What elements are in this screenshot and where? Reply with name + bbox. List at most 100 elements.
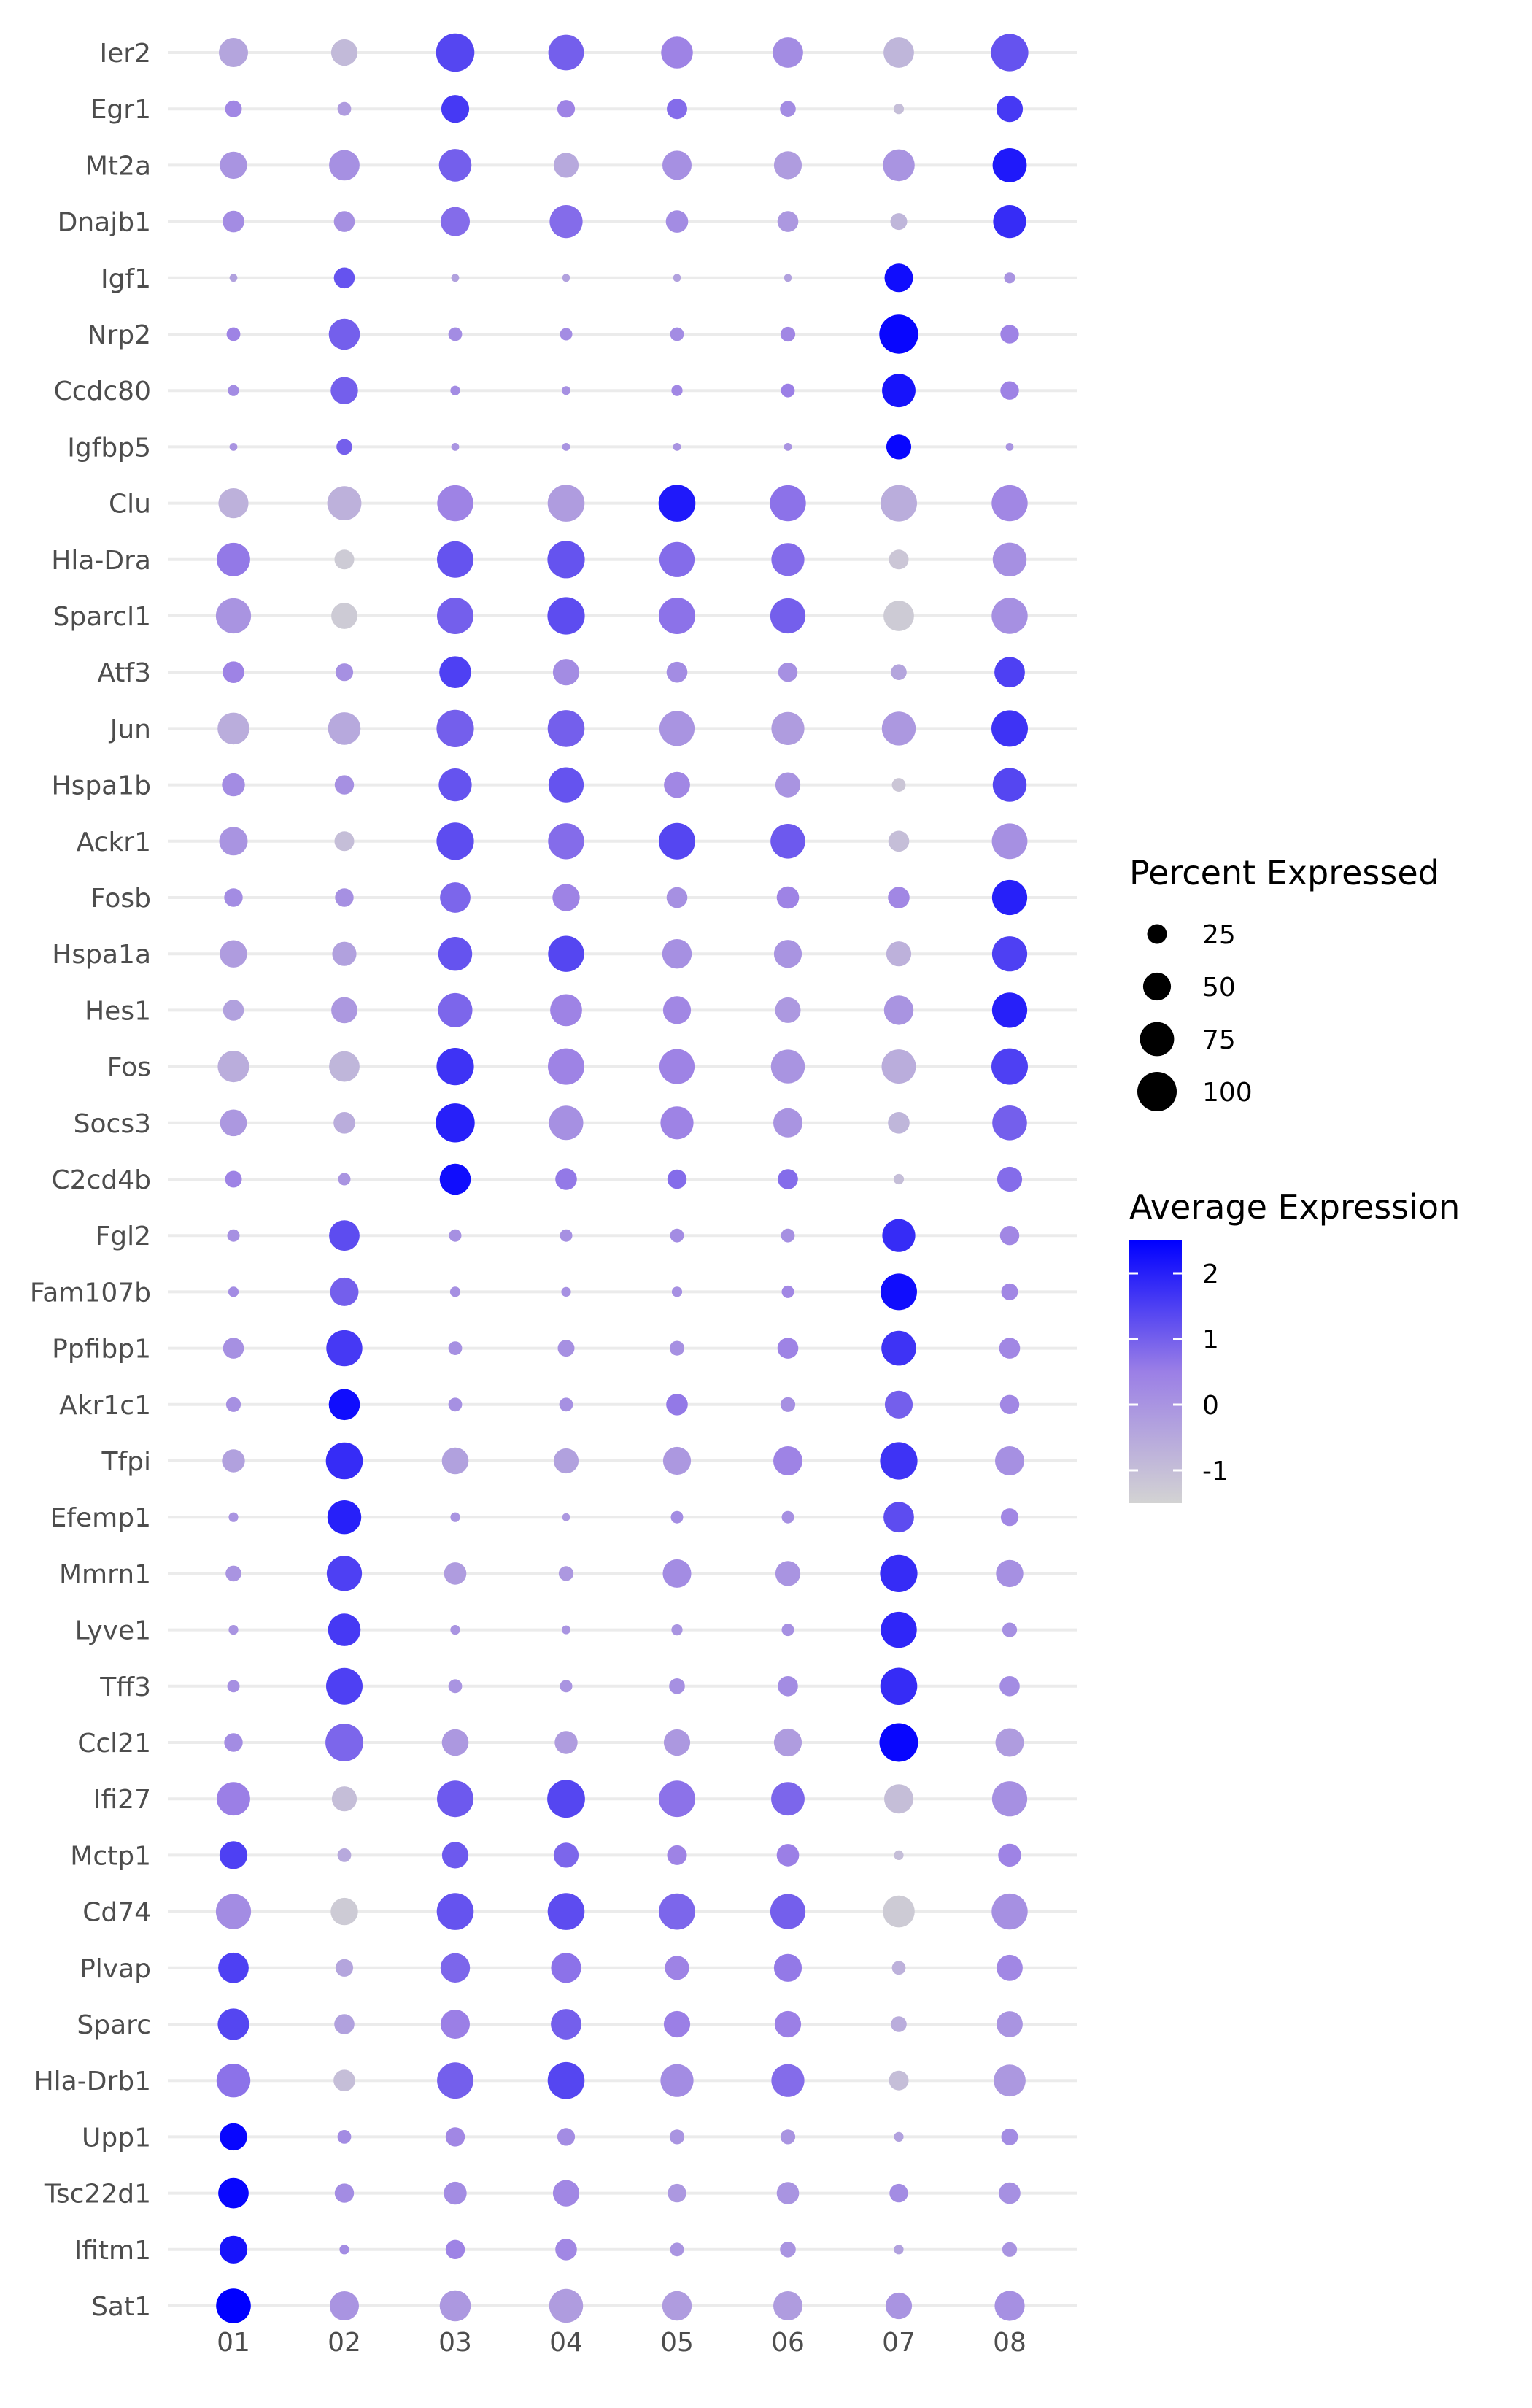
cluster-label-02: 02	[328, 2328, 361, 2358]
gene-label-Ppfibp1: Ppfibp1	[52, 1335, 151, 1365]
dot-Igfbp5-07	[886, 434, 912, 460]
dot-Ccl21-07	[879, 1723, 918, 1762]
dot-Plvap-06	[773, 1953, 802, 1982]
dot-Hes1-03	[438, 992, 473, 1027]
cluster-label-04: 04	[549, 2328, 583, 2358]
dot-Sat1-05	[662, 2291, 692, 2321]
dot-Hspa1a-07	[886, 941, 912, 967]
dot-Tsc22d1-06	[776, 2182, 800, 2204]
gene-label-Clu: Clu	[109, 490, 151, 520]
dot-Egr1-05	[667, 99, 687, 120]
dot-Lyve1-02	[328, 1613, 361, 1646]
dot-Tff3-06	[778, 1676, 798, 1697]
dot-C2cd4b-07	[893, 1173, 905, 1185]
dot-Fgl2-04	[560, 1229, 573, 1242]
gene-label-Igfbp5: Igfbp5	[67, 433, 151, 463]
dot-Igfbp5-06	[784, 443, 792, 451]
dot-Mctp1-03	[441, 1842, 469, 1869]
gene-label-Hspa1a: Hspa1a	[52, 940, 151, 970]
dot-Ccl21-04	[554, 1731, 578, 1754]
dot-Jun-07	[881, 711, 916, 746]
dot-Nrp2-06	[780, 326, 796, 342]
dot-Plvap-04	[551, 1953, 581, 1983]
dot-Ackr1-04	[548, 823, 584, 860]
dot-Sat1-08	[994, 2291, 1025, 2321]
dot-Sparc-04	[551, 2009, 581, 2040]
dot-Nrp2-03	[448, 327, 463, 341]
dot-Clu-08	[991, 485, 1028, 522]
dot-Hspa1b-04	[548, 767, 584, 803]
gene-label-Mctp1: Mctp1	[70, 1841, 151, 1871]
dot-Lyve1-08	[1002, 1622, 1018, 1637]
dot-Nrp2-01	[226, 327, 241, 341]
dot-Ccdc80-06	[781, 383, 795, 398]
dot-Ackr1-03	[436, 822, 474, 860]
dot-Hspa1a-01	[220, 940, 247, 968]
dot-Ccdc80-07	[882, 374, 916, 408]
gene-label-Tff3: Tff3	[99, 1672, 151, 1702]
dot-Hspa1b-08	[992, 768, 1027, 802]
dot-Dnajb1-06	[777, 211, 799, 232]
dot-Ackr1-08	[991, 823, 1028, 860]
dot-Upp1-01	[220, 2123, 247, 2151]
size-legend-label-25: 25	[1202, 920, 1236, 950]
gene-label-Nrp2: Nrp2	[88, 320, 152, 350]
dot-C2cd4b-03	[439, 1163, 471, 1195]
gene-label-Tsc22d1: Tsc22d1	[44, 2180, 151, 2210]
dot-Ifitm1-03	[445, 2239, 465, 2259]
dot-Ppfibp1-04	[557, 1340, 575, 1357]
dot-Sparcl1-03	[437, 598, 473, 634]
gene-label-Dnajb1: Dnajb1	[58, 208, 151, 238]
dot-Fos-03	[436, 1048, 474, 1086]
dot-Upp1-08	[1001, 2128, 1018, 2145]
dot-Lyve1-06	[781, 1624, 794, 1637]
size-legend-label-75: 75	[1202, 1025, 1236, 1055]
dot-Igf1-08	[1004, 272, 1015, 284]
dot-Fam107b-08	[1001, 1283, 1018, 1300]
dot-Socs3-01	[220, 1109, 247, 1137]
dot-Egr1-06	[780, 101, 796, 117]
dot-Clu-06	[770, 485, 806, 522]
dot-Mctp1-05	[667, 1845, 687, 1865]
dot-Atf3-04	[552, 659, 580, 686]
dot-Ackr1-01	[219, 827, 248, 856]
dot-Hes1-08	[991, 992, 1028, 1028]
dot-Mmrn1-02	[326, 1556, 363, 1591]
dot-Mt2a-01	[220, 151, 247, 180]
dot-Akr1c1-06	[780, 1397, 796, 1412]
gene-label-Ackr1: Ackr1	[77, 827, 151, 857]
dot-Ccl21-02	[325, 1724, 363, 1761]
gene-label-Ifi27: Ifi27	[93, 1785, 151, 1815]
dot-Akr1c1-07	[884, 1390, 913, 1419]
dot-Hes1-06	[775, 997, 801, 1023]
dot-Sparc-05	[663, 2010, 691, 2038]
dot-Fos-06	[770, 1049, 805, 1084]
dot-Sparcl1-01	[215, 598, 252, 634]
dot-Fos-08	[991, 1048, 1028, 1085]
gene-label-Efemp1: Efemp1	[50, 1503, 151, 1533]
dot-Fosb-04	[552, 884, 580, 911]
dot-Lyve1-07	[881, 1611, 917, 1648]
dot-Hla-Dra-01	[217, 542, 250, 576]
dot-Mctp1-02	[337, 1848, 352, 1862]
dot-Fos-02	[329, 1051, 360, 1082]
dot-Ifi27-05	[659, 1780, 695, 1818]
size-legend-title: Percent Expressed	[1129, 853, 1439, 892]
dot-Fosb-06	[776, 886, 800, 909]
dot-Tff3-03	[448, 1679, 463, 1694]
color-legend-bar	[1129, 1240, 1182, 1503]
color-legend-title: Average Expression	[1129, 1187, 1460, 1227]
dot-Tsc22d1-04	[552, 2180, 580, 2207]
dot-Atf3-01	[223, 661, 244, 683]
dot-Atf3-07	[891, 664, 907, 680]
dot-Ccl21-03	[441, 1729, 469, 1756]
dot-Hla-Dra-04	[547, 541, 585, 579]
color-legend-label-1: 1	[1202, 1325, 1219, 1355]
dot-Mmrn1-05	[662, 1559, 692, 1588]
dot-Ier2-02	[330, 39, 358, 66]
dot-Plvap-05	[665, 1956, 689, 1980]
dot-Dnajb1-03	[441, 207, 470, 236]
gene-label-Ccdc80: Ccdc80	[54, 377, 151, 406]
dot-Tfpi-07	[880, 1442, 918, 1480]
